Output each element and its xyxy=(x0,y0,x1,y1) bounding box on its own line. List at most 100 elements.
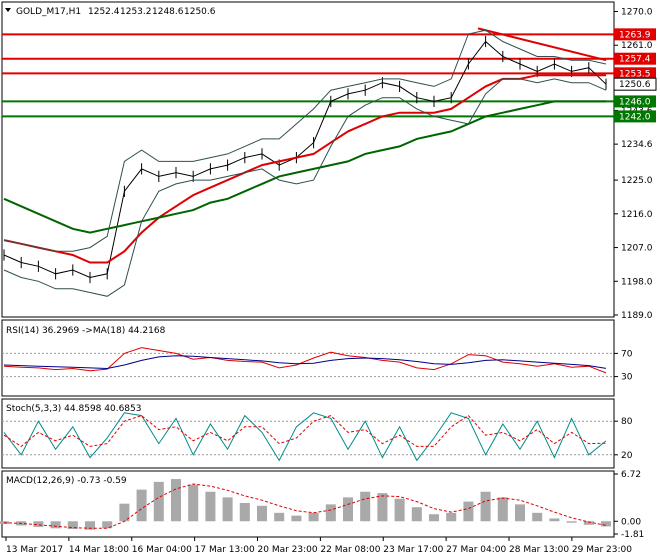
price-level-label: 1246.0 xyxy=(619,97,651,107)
macd-histogram-bar xyxy=(549,518,560,522)
macd-histogram-bar xyxy=(50,521,61,529)
macd-histogram-bar xyxy=(394,498,405,522)
ohlc-high: 1253.2 xyxy=(120,7,152,17)
macd-histogram-bar xyxy=(205,491,216,522)
xtick-label: 23 Mar 17:00 xyxy=(383,545,443,555)
rsi-plot xyxy=(2,347,614,378)
macd-histogram-bar xyxy=(84,521,96,530)
price-level-badge xyxy=(614,67,656,80)
macd-histogram-bar xyxy=(136,489,147,522)
xtick-label: 17 Mar 13:00 xyxy=(195,545,255,555)
ohlc-open: 1252.4 xyxy=(88,7,120,17)
macd-histogram-bar xyxy=(463,501,474,522)
price-level-badge xyxy=(614,95,656,108)
price-band-lower-line xyxy=(3,78,607,297)
macd-histogram-bar xyxy=(514,504,526,522)
xtick-label: 29 Mar 23:00 xyxy=(572,545,632,555)
price-ytick-label: 1189.0 xyxy=(621,311,653,321)
price-band-upper-line xyxy=(3,29,607,252)
price-level-badge xyxy=(614,28,656,41)
macd-histogram-bar xyxy=(532,512,543,522)
axes: 1270.01261.01252.41243.61234.61225.01216… xyxy=(5,7,657,555)
macd-histogram-bar xyxy=(600,521,612,527)
macd-histogram-bar xyxy=(411,507,422,522)
rsi-panel-frame xyxy=(1,319,615,397)
rsi-rsi-line xyxy=(3,347,607,374)
xtick-label: 28 Mar 13:00 xyxy=(509,545,569,555)
xtick-label: 20 Mar 23:00 xyxy=(258,545,318,555)
xtick-label: 27 Mar 04:00 xyxy=(446,545,506,555)
macd-histogram-bar xyxy=(291,515,302,522)
price-ma-green-line xyxy=(3,100,606,234)
price-level-label: 1242.0 xyxy=(619,112,651,122)
price-ytick-label: 1261.0 xyxy=(621,41,653,51)
macd-histogram-bar xyxy=(446,512,457,522)
macd-ytick-label: -1.81 xyxy=(621,530,644,540)
macd-histogram-bar xyxy=(342,497,354,522)
price-ytick-label: 1216.0 xyxy=(621,210,653,220)
xtick-label: 16 Mar 04:00 xyxy=(132,545,192,555)
price-ytick-label: 1234.6 xyxy=(621,140,653,150)
symbol-label: GOLD_M17,H1 xyxy=(16,7,81,17)
macd-plot xyxy=(0,479,612,530)
stoch-label: Stoch(5,3,3) 44.8598 40.6853 xyxy=(6,404,141,414)
macd-signal-line xyxy=(3,483,607,529)
macd-histogram-bar xyxy=(67,521,78,530)
current-price-badge xyxy=(613,77,657,91)
price-ytick-label: 1225.0 xyxy=(621,176,653,186)
rsi-label: RSI(14) 36.2969 ->MA(18) 44.2168 xyxy=(6,326,166,336)
macd-histogram-bar xyxy=(239,502,250,522)
rsi-ma-line xyxy=(3,355,607,370)
macd-panel-frame xyxy=(1,470,615,538)
price-level-label: 1253.5 xyxy=(619,69,651,79)
price-plot xyxy=(2,27,614,297)
ohlc-low: 1248.6 xyxy=(152,7,184,17)
macd-histogram-bar xyxy=(256,505,268,522)
price-level-badge xyxy=(614,110,656,123)
stoch-plot xyxy=(2,412,614,462)
macd-histogram-bar xyxy=(188,484,199,522)
macd-histogram-bar xyxy=(377,493,388,522)
macd-histogram-bar xyxy=(325,504,336,522)
rsi-ytick-label: 30 xyxy=(621,373,633,383)
price-level-label: 1257.4 xyxy=(619,55,651,65)
stoch-d-line xyxy=(3,414,607,448)
macd-histogram-bar xyxy=(119,503,130,522)
macd-ytick-label: 6.72 xyxy=(621,470,641,480)
trendline xyxy=(477,27,607,62)
current-price-label: 1250.6 xyxy=(619,80,651,90)
stoch-panel-frame xyxy=(1,398,615,469)
macd-histogram-bar xyxy=(222,497,233,522)
macd-histogram-bar xyxy=(566,521,577,523)
macd-histogram-bar xyxy=(33,521,44,527)
stoch-k-line xyxy=(3,412,607,462)
rsi-ytick-label: 70 xyxy=(621,349,633,359)
xtick-label: 22 Mar 08:00 xyxy=(320,545,380,555)
stoch-ytick-label: 80 xyxy=(621,417,633,427)
macd-histogram-bar xyxy=(274,512,285,522)
price-level-badge xyxy=(614,52,656,65)
ohlc-close: 1250.6 xyxy=(184,7,216,17)
price-ytick-label: 1270.0 xyxy=(621,7,653,17)
macd-histogram-bar xyxy=(102,521,113,529)
macd-label: MACD(12,26,9) -0.73 -0.59 xyxy=(6,476,127,486)
macd-histogram-bar xyxy=(308,512,319,522)
macd-histogram-bar xyxy=(360,491,371,522)
price-panel-frame xyxy=(1,1,615,318)
macd-histogram-bar xyxy=(170,479,182,522)
macd-histogram-bar xyxy=(480,491,491,522)
price-close-line xyxy=(3,40,607,279)
macd-histogram-bar xyxy=(583,521,594,525)
price-ytick-label: 1198.0 xyxy=(621,277,653,287)
macd-histogram-bar xyxy=(428,514,440,522)
macd-ytick-label: 0.00 xyxy=(621,517,641,527)
price-ytick-label: 1207.0 xyxy=(621,244,653,254)
stoch-ytick-label: 20 xyxy=(621,451,633,461)
price-level-label: 1263.9 xyxy=(619,30,651,40)
xtick-label: 14 Mar 18:00 xyxy=(69,545,129,555)
xtick-label: 13 Mar 2017 xyxy=(6,545,63,555)
macd-histogram-bar xyxy=(153,481,164,522)
dropdown-triangle-icon[interactable] xyxy=(5,8,11,12)
